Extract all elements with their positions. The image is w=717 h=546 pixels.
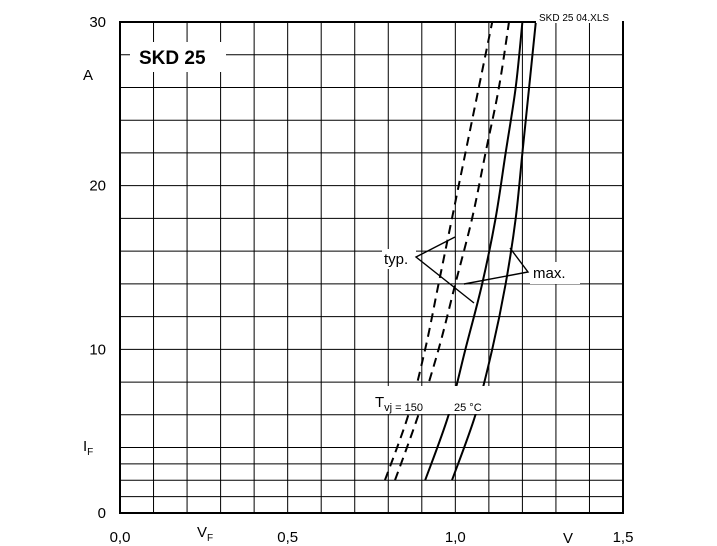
temperature-label: Tvj = 150 [375,394,423,414]
x-tick-label: 0,5 [277,529,298,546]
max-pointer [463,247,530,285]
x-axis-subscript: F [207,533,213,544]
temperature-annotation: Tvj = 150 25 °C [372,386,494,414]
y-tick-label: 0 [98,505,106,522]
x-unit-label: V [563,530,573,546]
temperature-label-bg [372,386,494,414]
tvj-symbol: T [375,394,384,411]
chart-title: SKD 25 [139,48,206,69]
y-tick-label: 30 [89,14,106,31]
y-tick-label: 10 [89,341,106,358]
y-axis-label: IF [83,438,93,458]
y-axis-subscript: F [87,447,93,458]
x-tick-labels: 0,0 0,5 1,0 1,5 [110,529,634,546]
tvj-subscript: vj = 150 [384,402,423,414]
y-tick-label: 20 [89,178,106,195]
y-axis-symbol: I [83,438,87,455]
x-axis-label: VF [197,524,213,544]
y-tick-labels: 0 10 20 30 [89,14,106,522]
title-box [130,42,226,72]
y-unit-label: A [83,67,93,84]
x-tick-label: 1,5 [613,529,634,546]
file-tag: SKD 25 04.XLS [539,13,609,24]
max-label: max. [533,265,566,282]
max-label-bg [530,262,580,284]
typ-pointer [414,236,475,304]
plot-frame [119,21,624,514]
typ-label-bg [382,249,416,269]
file-tag-box [536,11,622,23]
x-axis-symbol: V [197,524,207,541]
max-annotation: max. [463,247,580,285]
x-tick-label: 0,0 [110,529,131,546]
x-tick-label: 1,0 [445,529,466,546]
typ-annotation: typ. [382,236,475,304]
typ-label: typ. [384,251,408,268]
temperature-25-label: 25 °C [454,402,482,414]
